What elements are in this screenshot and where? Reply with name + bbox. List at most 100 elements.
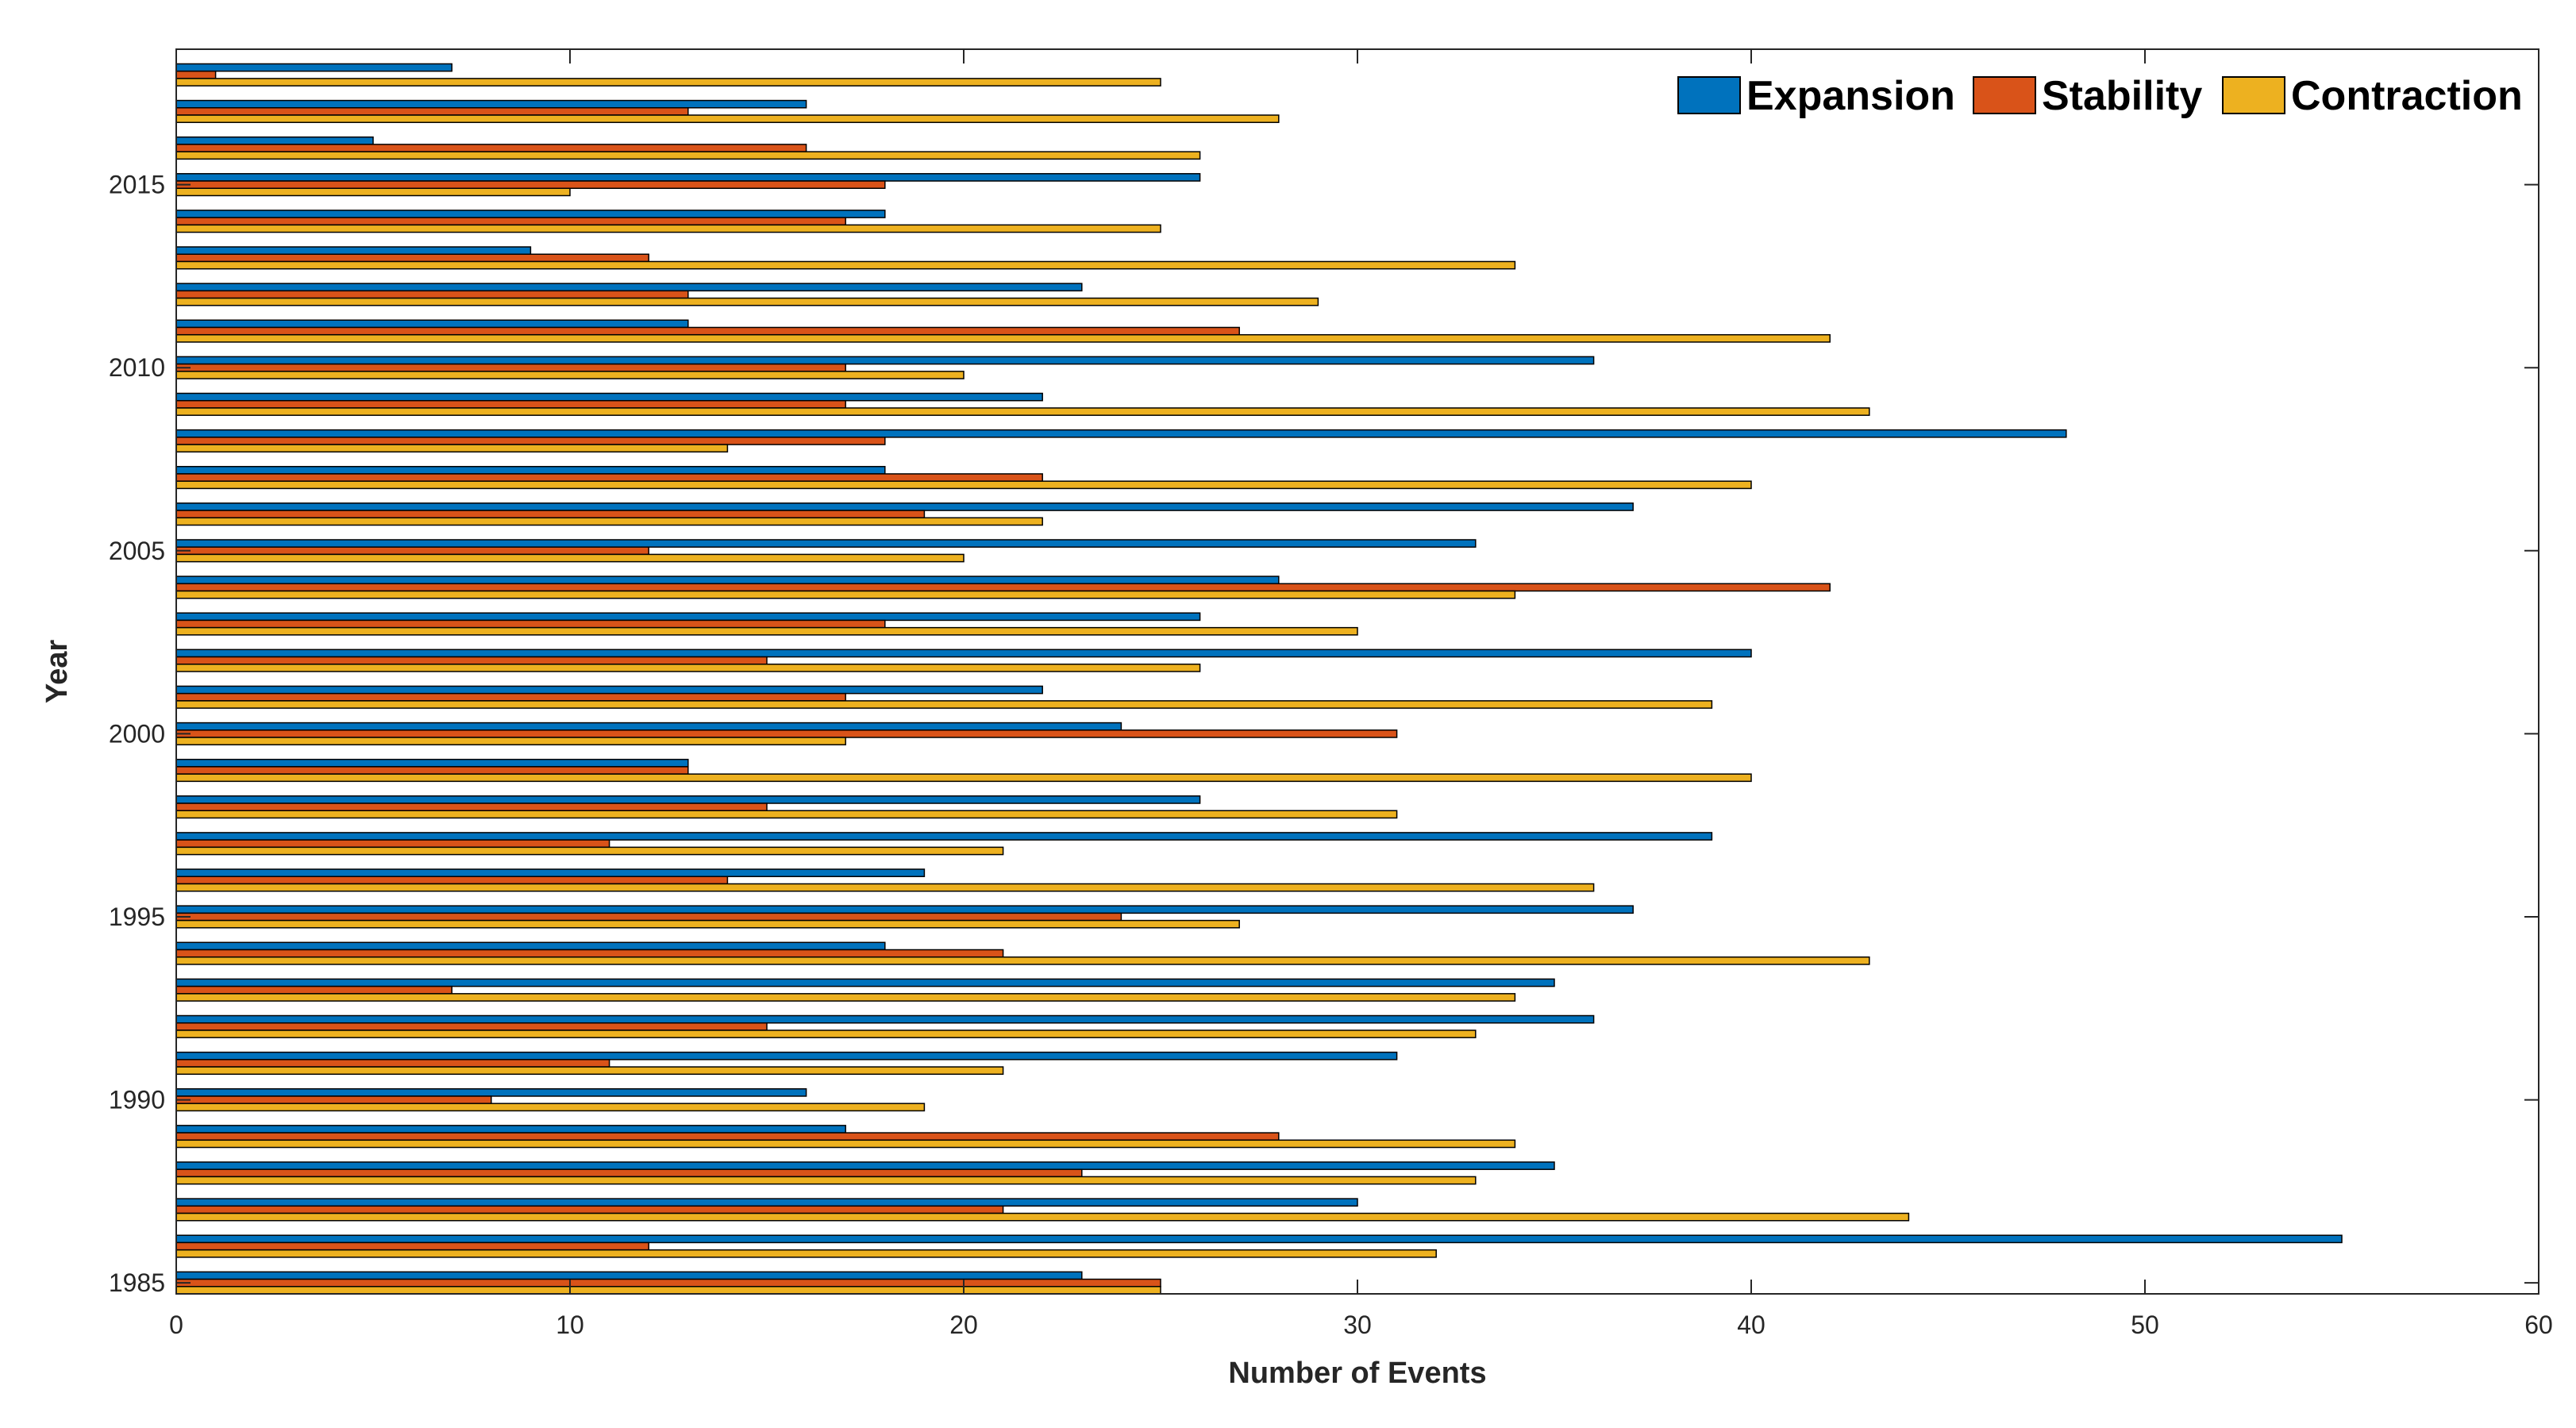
bar-contraction-2002 — [175, 664, 1201, 672]
bar-stability-2009 — [175, 399, 846, 409]
bar-stability-1998 — [175, 803, 768, 811]
bar-expansion-1991 — [175, 1051, 1398, 1060]
bar-expansion-2003 — [175, 612, 1201, 622]
bar-expansion-1996 — [175, 868, 926, 878]
bar-expansion-1985 — [175, 1271, 1083, 1280]
bar-contraction-2000 — [175, 737, 846, 745]
x-tick-label: 10 — [556, 1311, 584, 1339]
bar-contraction-1992 — [175, 1030, 1477, 1038]
bar-expansion-1986 — [175, 1234, 2343, 1244]
ticks-layer: 0 10 20 30 40 50 60 1985 1990 1995 2000 2005 2010 201… — [109, 49, 2553, 1339]
legend-label-expansion: Expansion — [1746, 73, 1955, 119]
bar-contraction-2012 — [175, 297, 1319, 306]
bar-stability-2013 — [175, 253, 649, 263]
bar-expansion-1995 — [175, 905, 1634, 914]
x-tick-label: 30 — [1343, 1311, 1372, 1339]
y-tick-label: 1990 — [109, 1086, 165, 1114]
bar-expansion-1999 — [175, 758, 689, 768]
bar-stability-1986 — [175, 1241, 649, 1251]
bar-stability-1992 — [175, 1022, 768, 1031]
x-tick-label: 40 — [1737, 1311, 1765, 1339]
bar-contraction-2010 — [175, 371, 965, 379]
bar-stability-2008 — [175, 437, 886, 445]
bar-expansion-1987 — [175, 1198, 1358, 1207]
bar-stability-2014 — [175, 217, 846, 226]
bar-stability-1999 — [175, 766, 689, 775]
bar-contraction-1993 — [175, 993, 1516, 1002]
bar-stability-1997 — [175, 839, 610, 849]
y-tick-label: 2010 — [109, 353, 165, 382]
bar-contraction-1995 — [175, 919, 1240, 929]
bar-stability-2001 — [175, 692, 846, 702]
bar-expansion-1992 — [175, 1014, 1595, 1024]
bar-stability-2007 — [175, 473, 1043, 482]
bar-contraction-1987 — [175, 1212, 1910, 1222]
bar-contraction-2017 — [175, 114, 1280, 123]
bar-expansion-1993 — [175, 978, 1555, 987]
bars-layer — [175, 63, 2343, 1295]
bar-stability-2004 — [175, 583, 1831, 592]
bar-contraction-2013 — [175, 260, 1516, 270]
legend-swatch-expansion — [1677, 76, 1741, 114]
y-tick-label: 2005 — [109, 537, 165, 565]
bar-stability-2010 — [175, 363, 846, 372]
bar-stability-1991 — [175, 1059, 610, 1068]
legend-swatch-contraction — [2222, 76, 2285, 114]
x-tick-label: 60 — [2524, 1311, 2553, 1339]
bar-expansion-2006 — [175, 502, 1634, 511]
bar-stability-2018 — [175, 70, 217, 79]
bar-expansion-2001 — [175, 685, 1043, 695]
bar-expansion-2008 — [175, 429, 2067, 438]
bar-expansion-1998 — [175, 795, 1201, 804]
bar-expansion-1988 — [175, 1161, 1555, 1170]
bar-contraction-2006 — [175, 517, 1043, 526]
bar-stability-2017 — [175, 107, 689, 116]
bar-contraction-1994 — [175, 956, 1870, 965]
bar-expansion-2005 — [175, 539, 1477, 548]
legend-label-contraction: Contraction — [2291, 73, 2523, 119]
bar-expansion-2012 — [175, 283, 1083, 292]
bar-expansion-2016 — [175, 136, 374, 145]
bar-contraction-1996 — [175, 883, 1595, 892]
bar-stability-2006 — [175, 510, 926, 519]
y-tick-label: 2015 — [109, 171, 165, 199]
y-axis-title: Year — [40, 640, 74, 704]
bar-stability-1990 — [175, 1095, 492, 1104]
bar-stability-2016 — [175, 144, 807, 152]
bar-stability-1985 — [175, 1278, 1161, 1288]
bar-contraction-2018 — [175, 78, 1161, 87]
bar-contraction-2001 — [175, 700, 1713, 709]
bar-contraction-2016 — [175, 151, 1201, 160]
x-axis-title: Number of Events — [1228, 1357, 1486, 1390]
bar-expansion-2009 — [175, 392, 1043, 402]
bar-expansion-2007 — [175, 465, 886, 475]
bar-expansion-1989 — [175, 1125, 846, 1134]
bar-stability-2000 — [175, 729, 1398, 738]
bar-stability-2012 — [175, 290, 689, 299]
bar-expansion-2015 — [175, 173, 1201, 182]
bar-expansion-1997 — [175, 832, 1713, 841]
bar-expansion-2011 — [175, 319, 689, 329]
y-tick-label: 1985 — [109, 1268, 165, 1297]
x-tick-label: 20 — [949, 1311, 978, 1339]
bar-expansion-2018 — [175, 63, 452, 72]
bar-stability-1987 — [175, 1205, 1004, 1214]
y-tick-label: 1995 — [109, 903, 165, 931]
bar-expansion-2017 — [175, 99, 807, 109]
bar-stability-1995 — [175, 912, 1122, 922]
bar-contraction-2007 — [175, 480, 1752, 490]
bar-contraction-2015 — [175, 187, 571, 197]
bar-expansion-2014 — [175, 210, 886, 218]
bar-stability-1993 — [175, 985, 452, 995]
bar-stability-2002 — [175, 656, 768, 665]
bar-expansion-2013 — [175, 246, 532, 256]
bar-contraction-2003 — [175, 626, 1358, 636]
bar-contraction-1988 — [175, 1176, 1477, 1185]
bar-contraction-2014 — [175, 224, 1161, 233]
bar-contraction-1985 — [175, 1286, 1161, 1295]
bar-stability-1996 — [175, 876, 729, 885]
legend: Expansion Stability Contraction — [1677, 73, 2523, 119]
bar-contraction-2011 — [175, 333, 1831, 343]
